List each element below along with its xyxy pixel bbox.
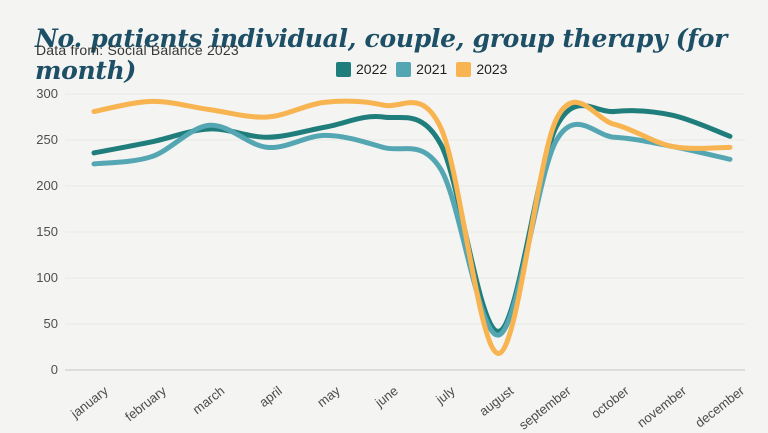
y-axis-label: 100 xyxy=(36,270,58,285)
line-2022 xyxy=(91,103,733,334)
legend-swatch-icon xyxy=(396,61,412,77)
y-axis-label: 150 xyxy=(36,224,58,239)
line-2021 xyxy=(91,121,733,338)
legend-swatch-icon xyxy=(456,61,472,77)
legend: 2022 2021 2023 xyxy=(336,61,507,77)
chart-title: No. patients individual, couple, group t… xyxy=(35,23,727,85)
legend-swatch-icon xyxy=(336,61,351,77)
y-axis-label: 300 xyxy=(36,86,58,101)
line-2023 xyxy=(91,98,733,356)
y-axis-label: 250 xyxy=(36,132,58,147)
legend-label: 2022 xyxy=(356,61,388,77)
y-axis-label: 50 xyxy=(43,316,58,331)
legend-item-2022[interactable]: 2022 xyxy=(336,61,387,77)
chart-subtitle: Data from: Social Balance 2023 xyxy=(36,42,239,58)
legend-label: 2021 xyxy=(416,61,448,77)
legend-label: 2023 xyxy=(476,61,508,77)
legend-item-2023[interactable]: 2023 xyxy=(456,61,507,77)
y-axis-label: 0 xyxy=(50,362,58,377)
legend-item-2021[interactable]: 2021 xyxy=(396,61,447,77)
y-axis-label: 200 xyxy=(36,178,58,193)
